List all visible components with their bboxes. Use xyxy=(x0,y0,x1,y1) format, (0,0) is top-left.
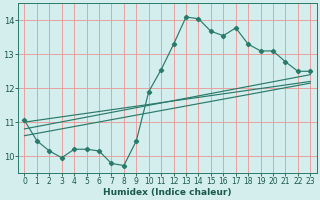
X-axis label: Humidex (Indice chaleur): Humidex (Indice chaleur) xyxy=(103,188,232,197)
